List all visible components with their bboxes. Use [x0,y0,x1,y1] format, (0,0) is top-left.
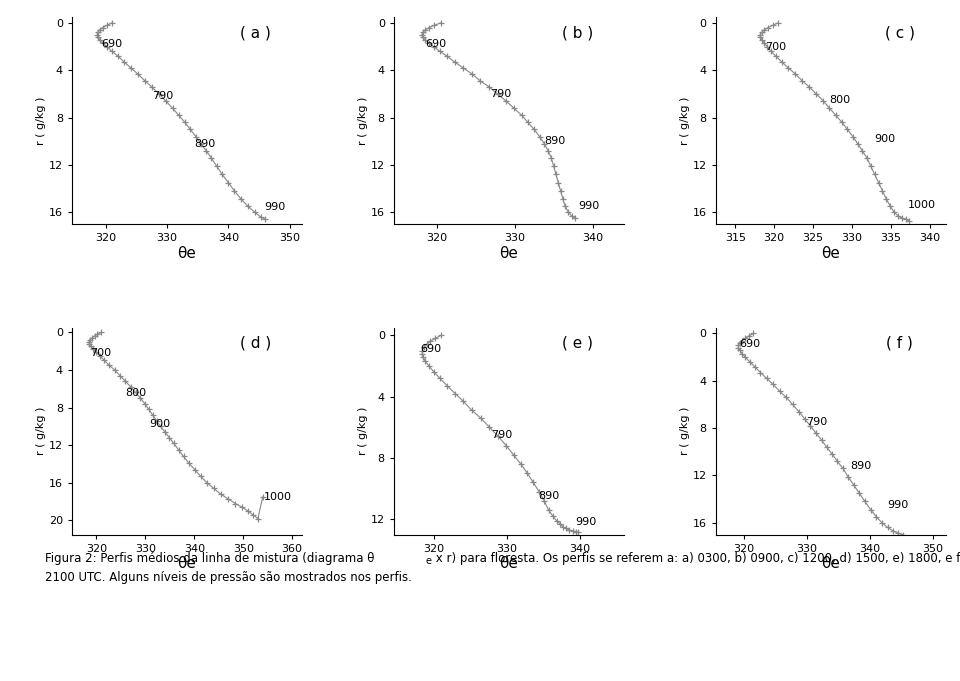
X-axis label: θe: θe [821,556,840,571]
Text: 1000: 1000 [907,200,935,210]
Y-axis label: r ( g/kg ): r ( g/kg ) [358,407,368,456]
Text: e: e [426,556,432,567]
Text: 800: 800 [125,388,146,398]
Text: ( a ): ( a ) [240,25,272,40]
Text: 700: 700 [90,348,111,358]
Y-axis label: r ( g/kg ): r ( g/kg ) [36,407,46,456]
Text: 990: 990 [575,518,596,527]
X-axis label: θe: θe [178,246,197,261]
Y-axis label: r ( g/kg ): r ( g/kg ) [358,96,368,145]
Text: 790: 790 [152,91,173,101]
Text: 790: 790 [491,430,513,440]
Text: 2100 UTC. Alguns níveis de pressão são mostrados nos perfis.: 2100 UTC. Alguns níveis de pressão são m… [45,571,412,584]
X-axis label: θe: θe [821,246,840,261]
Text: 990: 990 [264,202,285,212]
Text: 790: 790 [805,417,827,427]
Text: ( b ): ( b ) [563,25,593,40]
Text: 690: 690 [102,39,123,49]
Text: 800: 800 [829,95,851,105]
Text: 1000: 1000 [264,492,292,502]
Text: 700: 700 [765,42,786,52]
Text: 890: 890 [544,136,565,146]
Text: ( c ): ( c ) [884,25,915,40]
Text: 900: 900 [150,419,171,430]
Text: 690: 690 [425,39,446,49]
X-axis label: θe: θe [499,556,518,571]
Text: Figura 2: Perfis médios da linha de mistura (diagrama θ: Figura 2: Perfis médios da linha de mist… [45,552,374,565]
Text: 900: 900 [874,134,895,144]
X-axis label: θe: θe [499,246,518,261]
Text: ( d ): ( d ) [240,336,272,351]
Text: ( e ): ( e ) [563,336,593,351]
Text: 890: 890 [539,491,560,501]
Text: 890: 890 [850,461,871,471]
Text: x r) para floresta. Os perfis se referem a: a) 0300, b) 0900, c) 1200, d) 1500, : x r) para floresta. Os perfis se referem… [432,552,960,565]
Text: ( f ): ( f ) [886,336,913,351]
X-axis label: θe: θe [178,556,197,571]
Text: 790: 790 [490,89,511,99]
Text: 990: 990 [888,500,909,510]
Text: 690: 690 [739,339,760,349]
Text: 690: 690 [420,344,442,354]
Text: 890: 890 [195,139,216,148]
Y-axis label: r ( g/kg ): r ( g/kg ) [680,407,690,456]
Y-axis label: r ( g/kg ): r ( g/kg ) [36,96,46,145]
Text: 990: 990 [578,202,599,211]
Y-axis label: r ( g/kg ): r ( g/kg ) [680,96,690,145]
